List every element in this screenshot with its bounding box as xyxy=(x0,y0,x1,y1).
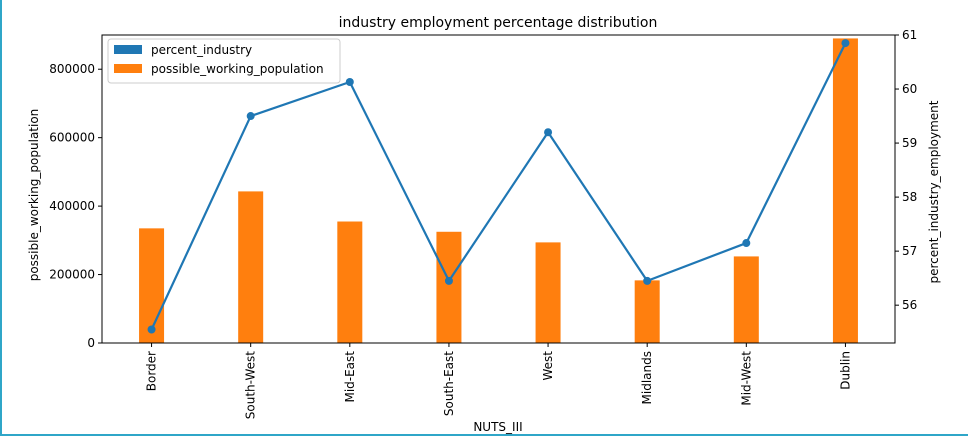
y-axis-left-label: possible_working_population xyxy=(27,109,41,282)
y-right-tick-label: 61 xyxy=(902,28,917,42)
legend-swatch-bar xyxy=(114,64,142,73)
x-axis-label: NUTS_III xyxy=(473,420,522,434)
x-tick-label-midlands: Midlands xyxy=(640,351,654,404)
bar-mid-east xyxy=(337,221,363,343)
plot-frame xyxy=(101,34,896,344)
y-right-tick-label: 60 xyxy=(902,82,917,96)
y-axis-right-label: percent_industry_employment xyxy=(927,100,941,283)
line-point-mid-east xyxy=(345,78,354,87)
bar-south-east xyxy=(436,231,462,343)
y-left-tick-label: 400000 xyxy=(49,199,95,213)
bar-west xyxy=(535,242,561,343)
y-left-tick-label: 800000 xyxy=(49,62,95,76)
x-tick-label-mid-west: Mid-West xyxy=(739,351,753,406)
legend-swatch-line xyxy=(114,45,142,54)
x-tick-label-south-east: South-East xyxy=(442,351,456,416)
chart-title: industry employment percentage distribut… xyxy=(339,15,658,31)
line-point-mid-west xyxy=(742,239,751,248)
ticks: 0 200000 400000 600000 800000 56 57 58 59 60 61 Bor… xyxy=(49,28,917,419)
y-right-tick-label: 57 xyxy=(902,244,917,258)
line-point-dublin xyxy=(841,39,850,48)
legend-label-line: percent_industry xyxy=(151,43,252,57)
bar-midlands xyxy=(634,280,660,343)
line-point-midlands xyxy=(643,276,652,285)
x-tick-label-border: Border xyxy=(145,351,159,391)
bar-border xyxy=(139,228,165,343)
bar-series xyxy=(139,38,858,344)
line-point-south-east xyxy=(444,276,453,285)
legend-label-bar: possible_working_population xyxy=(151,62,324,76)
bar-south-west xyxy=(238,191,264,343)
y-right-tick-label: 56 xyxy=(902,298,917,312)
legend-box xyxy=(107,38,341,84)
x-tick-label-west: West xyxy=(541,351,555,381)
y-left-tick-label: 0 xyxy=(87,336,95,350)
x-tick-label-mid-east: Mid-East xyxy=(343,351,357,403)
y-right-tick-label: 58 xyxy=(902,190,917,204)
legend: percent_industry possible_working_popula… xyxy=(107,38,341,84)
x-tick-label-south-west: South-West xyxy=(244,351,258,420)
line-path xyxy=(150,42,847,330)
bar-mid-west xyxy=(733,256,759,343)
line-point-west xyxy=(544,128,553,137)
x-tick-label-dublin: Dublin xyxy=(838,351,852,390)
y-right-tick-label: 59 xyxy=(902,136,917,150)
y-left-tick-label: 200000 xyxy=(49,268,95,282)
y-left-tick-label: 600000 xyxy=(49,131,95,145)
line-point-border xyxy=(147,325,156,334)
line-series xyxy=(147,39,850,334)
bar-dublin xyxy=(832,38,858,344)
line-point-south-west xyxy=(246,112,255,121)
axes xyxy=(101,34,896,344)
